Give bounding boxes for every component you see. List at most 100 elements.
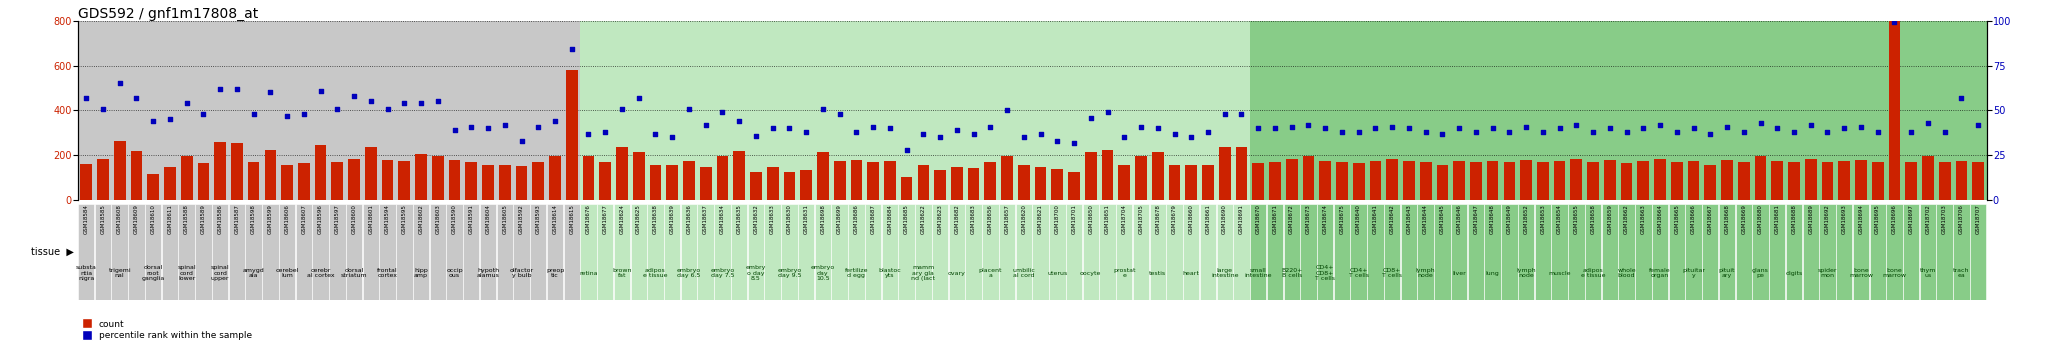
Text: GSM18655: GSM18655: [1573, 205, 1579, 234]
Bar: [229, 204, 246, 300]
Bar: [145, 204, 162, 300]
Bar: [500, 165, 510, 200]
Point: [539, 118, 571, 124]
Point: [506, 138, 539, 144]
Point: [1911, 120, 1944, 126]
Bar: [416, 154, 426, 200]
Bar: [1937, 204, 1954, 300]
Text: GSM18620: GSM18620: [1022, 205, 1026, 234]
Point: [1024, 131, 1057, 137]
Text: GSM18594: GSM18594: [385, 205, 389, 234]
Text: GSM18642: GSM18642: [1391, 205, 1395, 234]
Text: GSM18597: GSM18597: [334, 205, 340, 234]
Text: hypoth
alamus: hypoth alamus: [477, 268, 500, 278]
Text: GSM18705: GSM18705: [1139, 205, 1143, 234]
Point: [1929, 129, 1962, 135]
Point: [1225, 111, 1257, 117]
Point: [772, 126, 805, 131]
Text: frontal
cortex: frontal cortex: [377, 268, 397, 278]
Text: GSM18706: GSM18706: [1960, 205, 1964, 234]
Bar: [1200, 204, 1217, 300]
Point: [791, 129, 823, 135]
Point: [86, 106, 119, 111]
Text: digits: digits: [1786, 270, 1802, 276]
Text: embryo
day 6.5: embryo day 6.5: [676, 268, 700, 278]
Text: pituit
ary: pituit ary: [1718, 268, 1735, 278]
Point: [672, 106, 705, 111]
Text: GSM18632: GSM18632: [754, 205, 758, 234]
Bar: [750, 172, 762, 200]
Point: [186, 111, 219, 117]
Bar: [1571, 159, 1583, 200]
Bar: [315, 145, 326, 200]
Bar: [94, 204, 111, 300]
Bar: [1772, 161, 1784, 200]
Bar: [78, 21, 580, 200]
Point: [1276, 124, 1309, 129]
Bar: [1886, 204, 1903, 300]
Text: GSM18679: GSM18679: [1171, 205, 1178, 234]
Bar: [432, 156, 444, 200]
Bar: [281, 165, 293, 200]
Point: [723, 118, 756, 124]
Text: GSM18624: GSM18624: [618, 205, 625, 234]
Bar: [1350, 204, 1366, 300]
Point: [1477, 126, 1509, 131]
Text: GSM18584: GSM18584: [84, 205, 88, 234]
Bar: [698, 204, 715, 300]
Point: [137, 118, 170, 124]
Point: [1878, 20, 1911, 25]
Text: GSM18646: GSM18646: [1456, 205, 1462, 234]
Bar: [1954, 204, 1970, 300]
Bar: [1802, 204, 1819, 300]
Bar: [1065, 204, 1081, 300]
Text: glans
pe: glans pe: [1753, 268, 1769, 278]
Bar: [582, 156, 594, 200]
Bar: [1503, 162, 1516, 200]
Bar: [1837, 204, 1853, 300]
Bar: [950, 167, 963, 200]
Bar: [784, 172, 795, 200]
Point: [1726, 129, 1759, 135]
Bar: [1016, 204, 1032, 300]
Bar: [1653, 204, 1669, 300]
Text: GSM18667: GSM18667: [1708, 205, 1712, 234]
Bar: [1368, 204, 1384, 300]
Text: spider
mon: spider mon: [1819, 268, 1837, 278]
Bar: [1718, 204, 1735, 300]
Text: GSM18662: GSM18662: [1624, 205, 1628, 234]
Text: umbilic
al cord: umbilic al cord: [1012, 268, 1034, 278]
Bar: [262, 204, 279, 300]
Text: GSM18592: GSM18592: [518, 205, 524, 234]
Bar: [1888, 4, 1901, 200]
Bar: [514, 204, 530, 300]
Text: GSM18588: GSM18588: [184, 205, 188, 234]
Bar: [1655, 159, 1665, 200]
Bar: [1051, 169, 1063, 200]
Bar: [563, 204, 580, 300]
Bar: [684, 161, 694, 200]
Bar: [479, 204, 496, 300]
Text: large
intestine: large intestine: [1210, 268, 1239, 278]
Point: [655, 135, 688, 140]
Text: small
intestine: small intestine: [1245, 268, 1272, 278]
Bar: [295, 204, 311, 300]
Bar: [633, 152, 645, 200]
Bar: [1233, 204, 1249, 300]
Text: GSM18634: GSM18634: [721, 205, 725, 234]
Bar: [1249, 21, 1987, 200]
Point: [1325, 129, 1358, 135]
Point: [1124, 124, 1157, 129]
Bar: [717, 156, 729, 200]
Text: GSM18631: GSM18631: [803, 205, 809, 234]
Bar: [1905, 162, 1917, 200]
Text: GSM18687: GSM18687: [870, 205, 877, 234]
Text: GSM18684: GSM18684: [887, 205, 893, 234]
Bar: [1219, 147, 1231, 200]
Point: [102, 81, 135, 86]
Bar: [1903, 204, 1919, 300]
Point: [287, 111, 319, 117]
Text: heart: heart: [1184, 270, 1200, 276]
Text: GSM18606: GSM18606: [285, 205, 289, 234]
Bar: [1333, 204, 1350, 300]
